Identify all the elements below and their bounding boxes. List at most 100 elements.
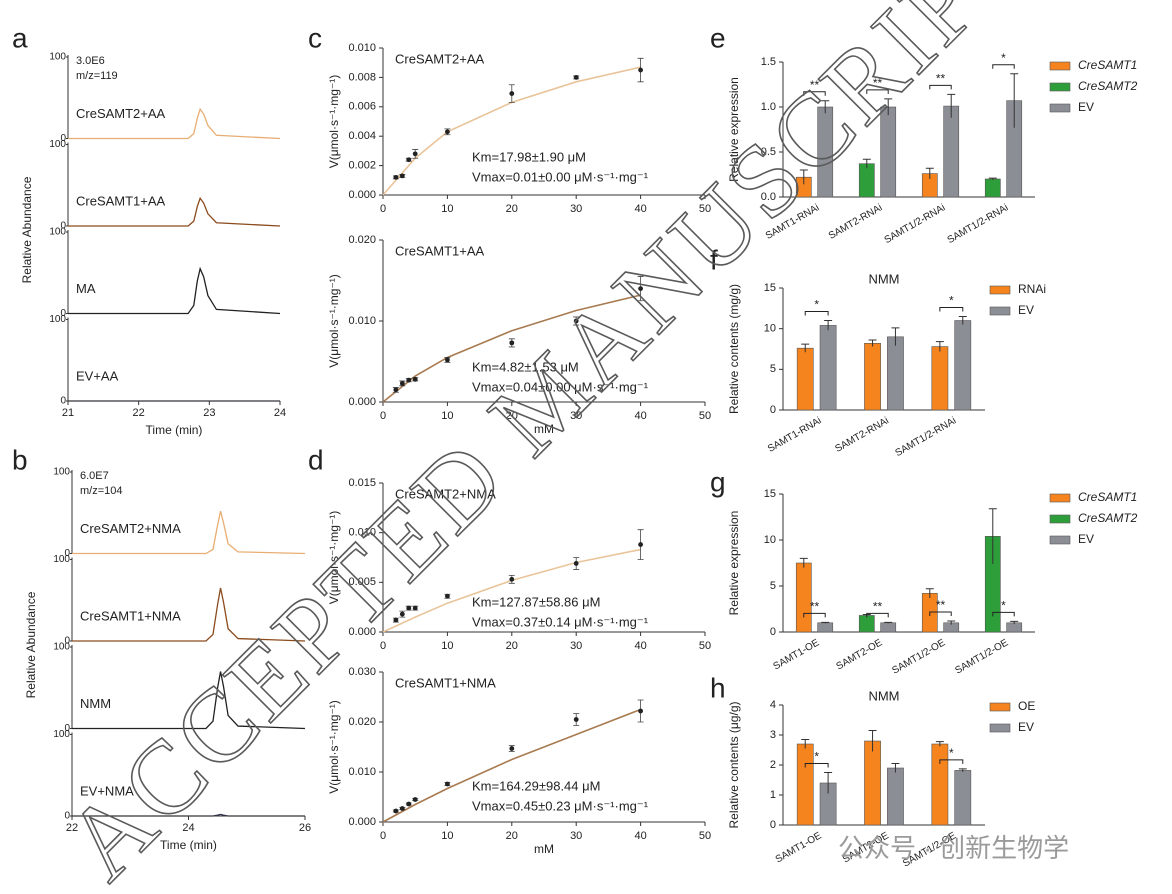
bar: [984, 178, 1001, 198]
y-axis-label: V(μmol·s⁻¹·mg⁻¹): [327, 700, 341, 794]
bar: [954, 320, 972, 411]
significance-bracket: [929, 611, 952, 616]
data-point: [412, 151, 418, 157]
y-axis-label: V(μmol·s⁻¹·mg⁻¹): [327, 274, 341, 368]
y-axis-label: Relative contents (μg/g): [727, 702, 741, 829]
annotation: Vmax=0.04±0.00 μM·s⁻¹·mg⁻¹: [472, 379, 649, 394]
significance-label: *: [814, 750, 819, 764]
bar: [943, 105, 960, 198]
x-tick-label: 30: [570, 203, 582, 215]
x-axis-label: Time (min): [146, 423, 203, 437]
data-point: [399, 380, 405, 386]
error-bar: [1010, 73, 1019, 128]
fit-curve: [382, 66, 641, 196]
significance-bracket: [929, 84, 952, 90]
error-bar: [891, 763, 900, 773]
y-tick-label: 0: [60, 133, 66, 144]
x-tick-label: 30: [570, 830, 582, 842]
y-axis-label: V(μmol·s⁻¹·mg⁻¹): [327, 511, 341, 605]
annotation: Vmax=0.45±0.23 μM·s⁻¹·mg⁻¹: [472, 798, 649, 813]
bar: [931, 346, 949, 411]
trace: [72, 671, 306, 730]
significance-bracket: [866, 89, 889, 94]
bar: [796, 743, 814, 826]
y-tick-label: 0: [64, 723, 70, 734]
bar: [858, 163, 875, 198]
data-point: [638, 67, 643, 73]
x-tick-label: 0: [380, 203, 386, 215]
error-bar: [801, 739, 810, 749]
x-tick-label: 50: [699, 830, 711, 842]
y-tick-label: 100: [53, 642, 70, 653]
y-tick-label: 0.000: [348, 816, 376, 828]
data-point: [399, 173, 405, 179]
legend-swatch: [1049, 535, 1071, 545]
legend-label: CreSAMT2: [1078, 511, 1138, 525]
chart-title: CreSAMT2+NMA: [395, 486, 496, 501]
legend-swatch: [1049, 103, 1071, 113]
trace: [68, 107, 281, 140]
data-point: [573, 717, 579, 722]
data-point: [393, 617, 399, 623]
y-tick-label: 0.002: [348, 160, 376, 172]
trace-label: CreSAMT1+AA: [76, 193, 166, 208]
y-tick-label: 15: [764, 488, 776, 500]
significance-label: **: [810, 78, 820, 92]
bar: [880, 622, 897, 633]
y-tick-label: 0.010: [348, 42, 376, 54]
annotation: m/z=119: [76, 70, 118, 82]
y-tick-label: 100: [49, 314, 66, 325]
error-bar: [947, 620, 956, 625]
significance-bracket: [804, 311, 829, 316]
y-tick-label: 3: [770, 729, 776, 741]
x-tick-label: 22: [133, 407, 145, 419]
data-point: [509, 746, 515, 751]
x-tick-label: 23: [203, 407, 215, 419]
legend-swatch: [1049, 493, 1071, 503]
x-tick-label: 40: [634, 640, 646, 652]
y-tick-label: 100: [49, 139, 66, 150]
significance-bracket: [803, 91, 826, 96]
error-bar: [988, 508, 997, 564]
y-tick-label: 0.010: [348, 766, 376, 778]
y-tick-label: 1.0: [761, 101, 776, 113]
x-tick-label: 0: [380, 830, 386, 842]
error-bar: [891, 327, 900, 346]
y-axis-label: Relative Abundance: [24, 591, 38, 698]
annotation: m/z=104: [80, 485, 123, 497]
chart-title: CreSAMT1+AA: [395, 243, 485, 258]
bar: [858, 615, 875, 633]
annotation: Vmax=0.01±0.00 μM·s⁻¹·mg⁻¹: [472, 169, 649, 184]
data-point: [638, 286, 643, 291]
y-tick-label: 100: [53, 554, 70, 565]
panel-letter: c: [308, 22, 322, 53]
legend-label: EV: [1018, 720, 1034, 734]
y-tick-label: 100: [49, 227, 66, 238]
x-tick-label: 22: [66, 822, 78, 834]
legend-swatch: [989, 306, 1011, 316]
trace-label: EV+NMA: [80, 783, 134, 798]
error-bar: [801, 343, 810, 353]
trace-label: EV+AA: [76, 368, 119, 383]
legend-label: EV: [1018, 303, 1034, 317]
y-tick-label: 0: [64, 636, 70, 647]
x-tick-label: 30: [570, 640, 582, 652]
trace: [68, 266, 281, 315]
error-bar: [884, 98, 893, 116]
y-tick-label: 0.010: [348, 527, 376, 539]
trace-label: CreSAMT1+NMA: [80, 608, 181, 623]
x-tick-label: 26: [299, 822, 311, 834]
y-tick-label: 0.015: [348, 477, 376, 489]
x-tick-label: 20: [506, 410, 518, 422]
x-axis-label: mM: [534, 842, 554, 856]
annotation: Km=17.98±1.90 μM: [472, 149, 586, 164]
data-point: [509, 91, 515, 96]
y-tick-label: 100: [53, 729, 70, 740]
panel-letter: d: [308, 444, 324, 475]
bar: [864, 343, 881, 411]
significance-bracket: [804, 763, 829, 768]
trace-label: MA: [76, 281, 96, 296]
legend-label: CreSAMT1: [1078, 490, 1137, 504]
y-tick-label: 0.000: [348, 626, 376, 638]
